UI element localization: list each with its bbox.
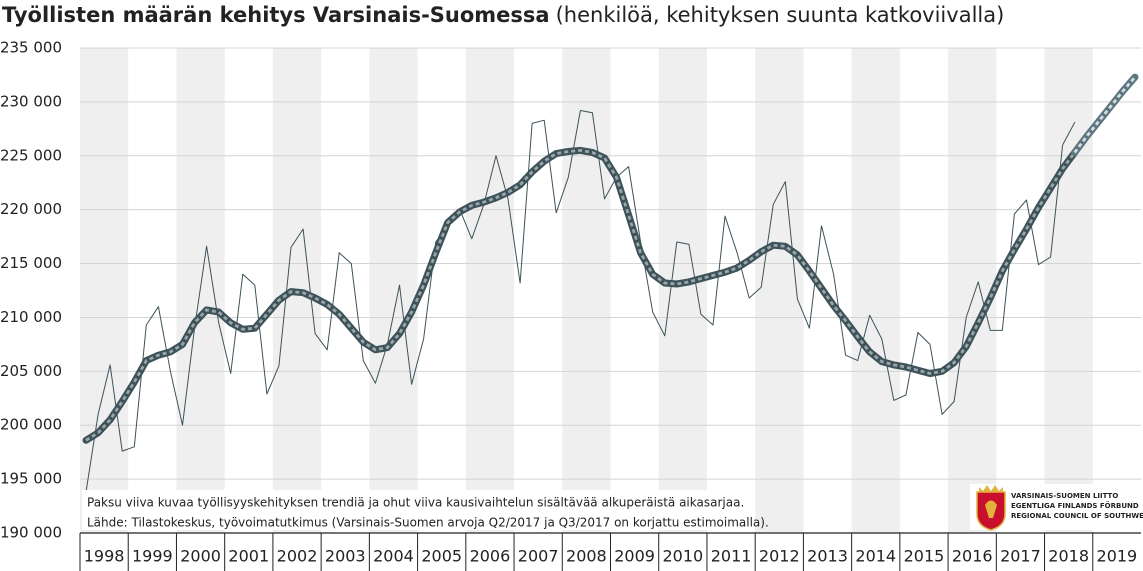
y-tick-label: 210 000: [0, 308, 62, 326]
x-tick-label: 2004: [373, 547, 414, 566]
series-dash: [1073, 76, 1137, 154]
chart-title: Työllisten määrän kehitys Varsinais-Suom…: [2, 3, 1004, 27]
series-line: [85, 110, 1076, 493]
note: Paksu viiva kuvaa työllisyyskehityksen t…: [87, 496, 744, 510]
x-tick-label: 2006: [470, 547, 511, 566]
x-tick-label: 2009: [614, 547, 655, 566]
year-band: [851, 48, 900, 533]
y-tick-label: 230 000: [0, 92, 62, 110]
x-tick-label: 2015: [904, 547, 945, 566]
title: Työllisten määrän kehitys Varsinais-Suom…: [2, 3, 550, 27]
note-box: [82, 490, 722, 530]
x-tick-label: 2008: [566, 547, 607, 566]
y-tick-label: 225 000: [0, 146, 62, 164]
x-tick-label: 2005: [421, 547, 462, 566]
x-tick-label: 1999: [132, 547, 173, 566]
x-tick-label: 2000: [180, 547, 221, 566]
year-band: [1044, 48, 1093, 533]
year-band: [755, 48, 804, 533]
x-tick-label: 2002: [277, 547, 318, 566]
year-band: [465, 48, 515, 533]
logo-text: REGIONAL COUNCIL OF SOUTHWEST FINLAND: [1011, 512, 1143, 520]
logo-text: VARSINAIS-SUOMEN LIITTO: [1011, 492, 1118, 500]
x-tick-label: 2007: [518, 547, 559, 566]
x-tick-label: 2011: [711, 547, 752, 566]
x-tick-label: 2016: [952, 547, 993, 566]
x-tick-label: 2001: [228, 547, 269, 566]
y-tick-label: 205 000: [0, 362, 62, 380]
x-tick-label: 2012: [759, 547, 800, 566]
year-band: [369, 48, 418, 533]
x-tick-label: 2003: [325, 547, 366, 566]
logo: VARSINAIS-SUOMEN LIITTO EGENTLIGA FINLAN…: [970, 484, 1143, 531]
y-tick-label: 190 000: [0, 524, 62, 542]
year-band: [562, 48, 611, 533]
logo-figure: [985, 500, 997, 518]
year-band: [658, 48, 707, 533]
y-tick-label: 235 000: [0, 39, 62, 57]
year-band: [80, 48, 129, 533]
x-tick-label: 2019: [1097, 547, 1138, 566]
x-tick-label: 2014: [855, 547, 896, 566]
logo-text: EGENTLIGA FINLANDS FÖRBUND: [1011, 501, 1139, 510]
x-tick-label: 2018: [1048, 547, 1089, 566]
x-tick-label: 2013: [807, 547, 848, 566]
y-tick-label: 220 000: [0, 200, 62, 218]
year-band: [948, 48, 997, 533]
logo-crown: [979, 485, 1003, 492]
subtitle: (henkilöä, kehityksen suunta katkoviival…: [556, 3, 1005, 27]
y-tick-label: 200 000: [0, 416, 62, 434]
y-tick-label: 195 000: [0, 470, 62, 488]
series-dash: [85, 148, 1076, 442]
x-tick-label: 2017: [1000, 547, 1041, 566]
x-tick-label: 1998: [84, 547, 125, 566]
x-tick-label: 2010: [662, 547, 703, 566]
y-tick-label: 215 000: [0, 254, 62, 272]
note: Lähde: Tilastokeskus, työvoimatutkimus (…: [87, 516, 769, 530]
